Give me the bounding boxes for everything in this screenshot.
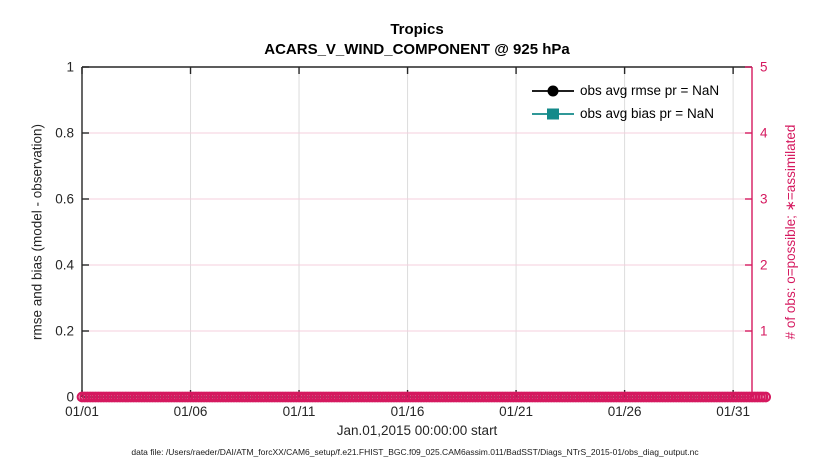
legend-label-bias: obs avg bias pr = NaN xyxy=(580,106,714,121)
x-axis-label: Jan.01,2015 00:00:00 start xyxy=(336,423,498,438)
y-tick-label-right: 3 xyxy=(760,192,768,207)
legend-swatch-rmse xyxy=(532,85,574,96)
legend-label-rmse: obs avg rmse pr = NaN xyxy=(580,83,720,98)
y-tick-label-left: 1 xyxy=(66,60,74,75)
x-tick-label: 01/06 xyxy=(174,404,208,419)
y-tick-label-right: 2 xyxy=(760,258,768,273)
chart-title: Tropics xyxy=(390,21,444,38)
y-tick-label-left: 0.8 xyxy=(55,126,74,141)
y-tick-label-left: 0 xyxy=(66,390,74,405)
y-tick-label-right: 4 xyxy=(760,126,768,141)
x-tick-label: 01/01 xyxy=(65,404,99,419)
possible-obs-marker xyxy=(760,391,772,403)
legend-entry-bias: obs avg bias pr = NaN xyxy=(530,103,719,124)
x-tick-label: 01/31 xyxy=(716,404,750,419)
legend-swatch-bias xyxy=(532,108,574,119)
legend: obs avg rmse pr = NaN obs avg bias pr = … xyxy=(530,80,719,124)
y-tick-label-right: 1 xyxy=(760,324,768,339)
right-y-axis-label: # of obs: o=possible; ∗=assimilated xyxy=(783,124,798,340)
y-tick-label-left: 0.2 xyxy=(55,324,74,339)
legend-marker-circle-icon xyxy=(547,85,559,96)
y-tick-label-right: 5 xyxy=(760,60,768,75)
y-tick-label-left: 0.4 xyxy=(55,258,74,273)
left-y-axis-label: rmse and bias (model - observation) xyxy=(29,123,45,341)
legend-marker-square-icon xyxy=(547,108,559,119)
legend-entry-rmse: obs avg rmse pr = NaN xyxy=(530,80,719,101)
x-tick-label: 01/21 xyxy=(499,404,533,419)
x-tick-label: 01/16 xyxy=(391,404,425,419)
y-tick-label-left: 0.6 xyxy=(55,192,74,207)
x-tick-label: 01/11 xyxy=(283,404,316,419)
x-tick-label: 01/26 xyxy=(608,404,642,419)
chart-subtitle: ACARS_V_WIND_COMPONENT @ 925 hPa xyxy=(264,41,570,58)
data-file-caption: data file: /Users/raeder/DAI/ATM_forcXX/… xyxy=(131,447,699,457)
